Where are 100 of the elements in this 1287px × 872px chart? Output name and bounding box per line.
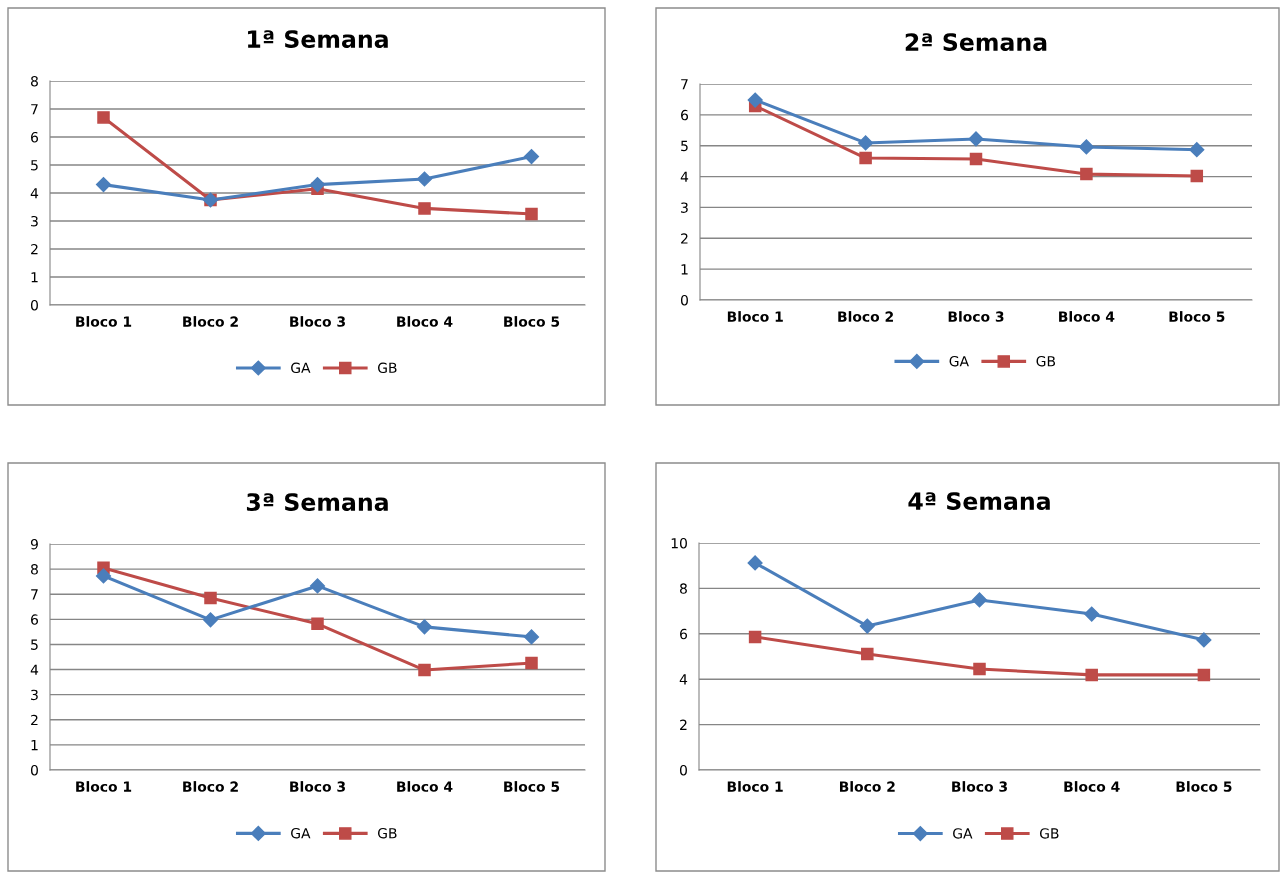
point [311, 617, 324, 631]
chart-title: 3ª Semana [246, 493, 388, 511]
point [1080, 167, 1093, 181]
y-tick-label: 10 [671, 537, 687, 549]
x-tick-label: Bloco 3 [948, 311, 1004, 322]
y-tick-label: 3 [681, 202, 688, 213]
point [95, 568, 112, 584]
point [858, 135, 874, 151]
y-tick-label: 4 [680, 171, 689, 182]
y-tick-label: 6 [31, 614, 39, 625]
x-tick-label: Bloco 4 [1064, 781, 1120, 792]
x-tick-label: Bloco 1 [76, 316, 132, 327]
y-tick-label: 8 [30, 564, 38, 575]
x-tick-label: Bloco 2 [839, 781, 895, 792]
y-tick-label: 0 [680, 294, 688, 306]
y-tick-label: 9 [30, 538, 38, 550]
y-tick-label: 8 [30, 75, 38, 87]
y-tick-label: 1 [681, 264, 688, 275]
y-tick-label: 2 [31, 243, 38, 255]
point [747, 555, 763, 571]
y-tick-label: 5 [681, 140, 688, 152]
x-tick-label: Bloco 1 [76, 781, 132, 792]
y-tick-label: 2 [31, 714, 38, 726]
y-tick-label: 7 [31, 589, 38, 600]
point [204, 591, 217, 605]
point [1196, 632, 1212, 648]
y-tick-label: 2 [681, 233, 688, 244]
point [1078, 139, 1094, 155]
y-tick-label: 6 [680, 628, 688, 640]
point [202, 612, 219, 628]
x-tick-label: Bloco 1 [727, 781, 783, 792]
chart-title: 1ª Semana [248, 30, 388, 48]
x-tick-label: Bloco 4 [397, 781, 453, 792]
y-tick-label: 4 [679, 674, 688, 685]
legend-label: GB [1039, 828, 1059, 839]
point [861, 647, 874, 661]
point [747, 92, 763, 108]
legend-label: GB [377, 827, 397, 839]
legend-label: GB [377, 362, 397, 374]
point [97, 111, 110, 124]
y-tick-label: 4 [30, 188, 39, 199]
x-tick-label: Bloco 3 [290, 316, 345, 327]
y-tick-label: 5 [31, 160, 38, 171]
x-tick-label: Bloco 1 [727, 311, 783, 322]
point [418, 663, 431, 677]
legend-label: GB [1036, 355, 1056, 367]
point [416, 171, 433, 187]
point [525, 656, 538, 670]
y-tick-label: 0 [30, 299, 38, 311]
point [968, 131, 984, 147]
point [859, 618, 875, 634]
y-tick-label: 7 [681, 79, 688, 90]
y-tick-label: 3 [31, 689, 38, 701]
point [1190, 169, 1204, 183]
x-tick-label: Bloco 4 [397, 316, 453, 327]
y-tick-label: 6 [31, 131, 39, 143]
y-tick-label: 2 [680, 719, 687, 730]
y-tick-label: 0 [30, 764, 38, 776]
y-tick-label: 0 [679, 764, 687, 776]
point [523, 629, 540, 645]
x-tick-label: Bloco 5 [1169, 311, 1225, 322]
x-tick-label: Bloco 2 [838, 311, 893, 322]
point [525, 207, 538, 221]
point [309, 578, 326, 594]
x-tick-label: Bloco 5 [504, 781, 560, 792]
y-tick-label: 5 [31, 639, 38, 650]
point [1084, 606, 1100, 622]
x-tick-label: Bloco 2 [183, 316, 238, 327]
y-tick-label: 4 [30, 664, 39, 675]
y-tick-label: 3 [31, 215, 38, 227]
point [1189, 142, 1205, 158]
point [859, 151, 872, 165]
legend-label: GA [291, 362, 311, 374]
point [523, 149, 540, 165]
point [95, 177, 112, 193]
chart-title: 2ª Semana [905, 33, 1047, 51]
legend-label: GA [949, 355, 969, 367]
point [973, 662, 986, 676]
legend-label: GA [291, 827, 311, 839]
x-tick-label: Bloco 3 [952, 781, 1007, 792]
x-tick-label: Bloco 5 [1176, 781, 1232, 792]
point [1197, 668, 1211, 682]
y-tick-label: 6 [681, 109, 689, 121]
point [1085, 668, 1098, 682]
y-tick-label: 1 [31, 740, 38, 751]
y-tick-label: 8 [679, 583, 687, 594]
x-tick-label: Bloco 4 [1059, 311, 1115, 322]
point [748, 630, 762, 644]
point [971, 592, 988, 608]
point [969, 152, 983, 166]
x-tick-label: Bloco 2 [183, 781, 238, 792]
chart-title: 4ª Semana [908, 492, 1050, 510]
point [309, 177, 326, 193]
y-tick-label: 7 [31, 104, 38, 115]
point [416, 619, 433, 635]
y-tick-label: 1 [31, 272, 38, 283]
x-tick-label: Bloco 5 [504, 316, 560, 327]
x-tick-label: Bloco 3 [290, 781, 345, 792]
point [418, 202, 431, 215]
legend-label: GA [953, 828, 973, 839]
